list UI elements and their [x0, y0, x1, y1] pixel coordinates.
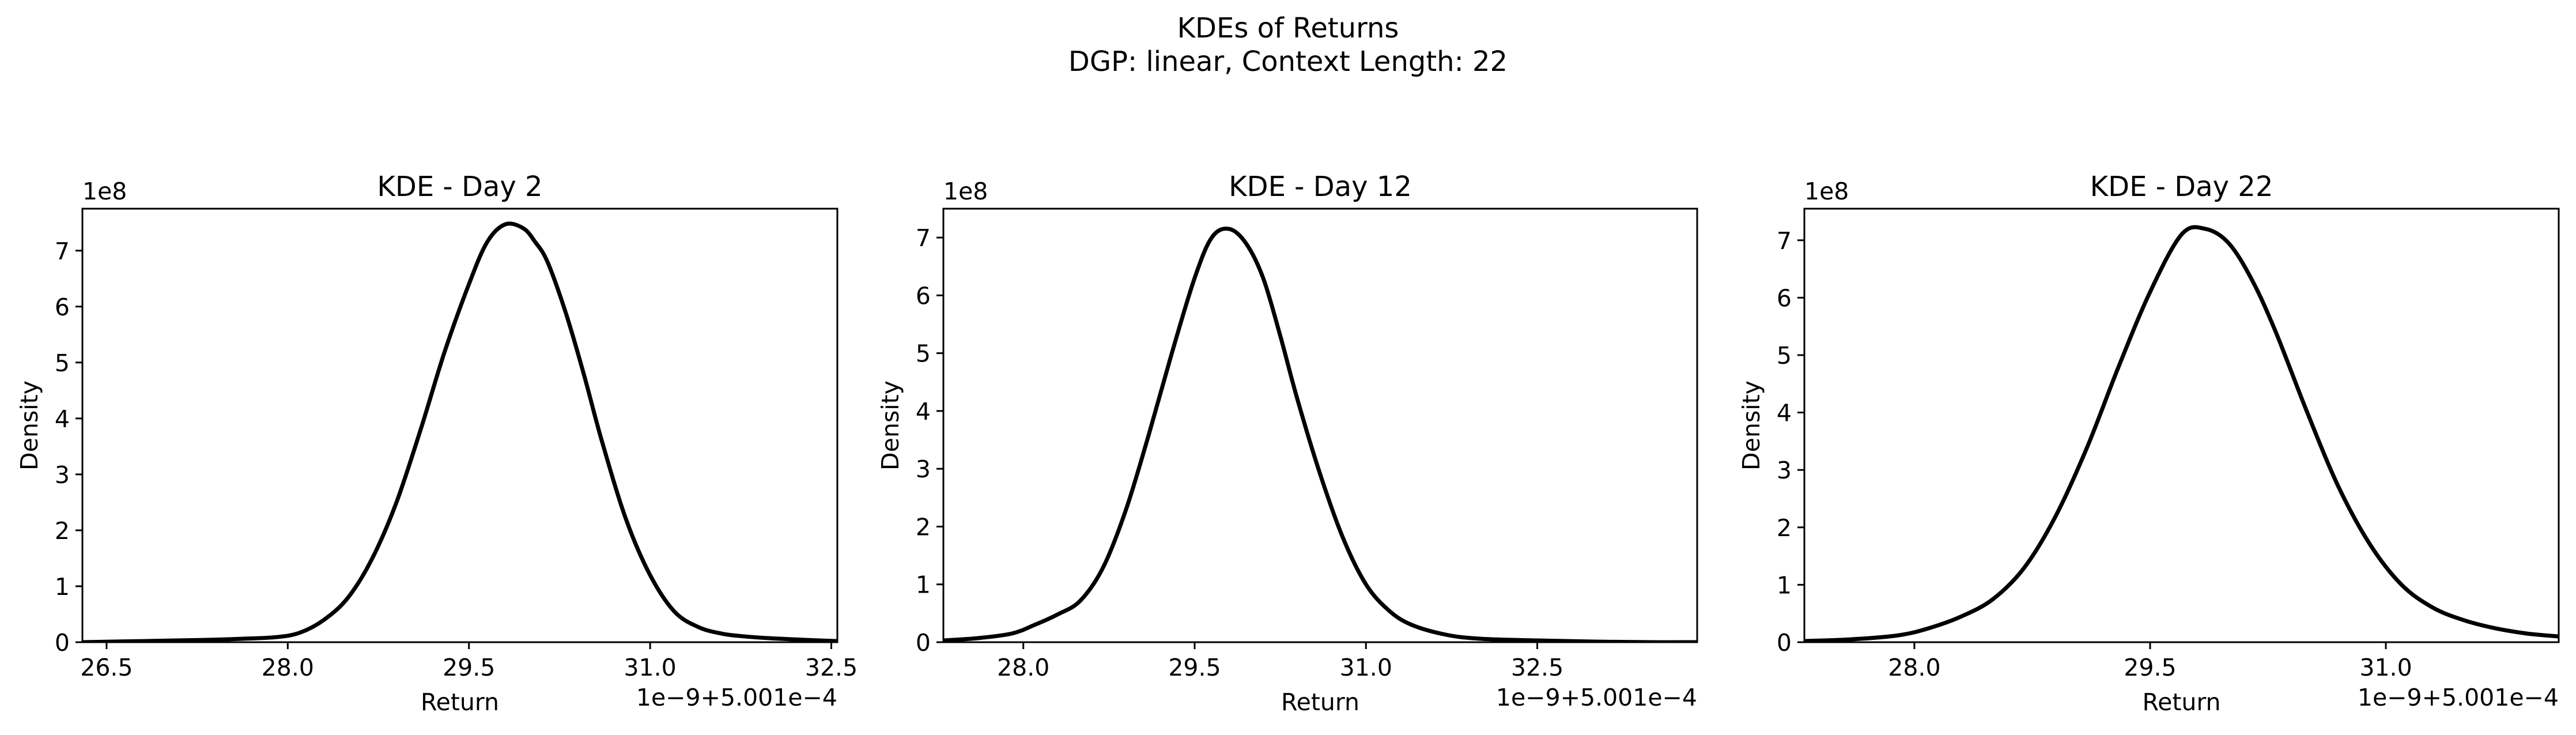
y-axis-label: Density — [877, 380, 904, 470]
y-tick-label: 3 — [1777, 457, 1792, 484]
y-tick-label: 7 — [1777, 227, 1792, 255]
panel-title: KDE - Day 12 — [1229, 171, 1412, 203]
x-tick-label: 31.0 — [1340, 654, 1392, 681]
y-tick-label: 6 — [916, 282, 931, 310]
y-scale-label: 1e8 — [82, 178, 127, 205]
y-tick-label: 0 — [55, 629, 70, 657]
y-tick-label: 0 — [916, 629, 931, 657]
y-tick-label: 4 — [916, 398, 931, 425]
y-tick-label: 6 — [55, 293, 70, 321]
kde-panel-3: KDE - Day 22 28.0 29.5 31.0 0 1 2 3 4 5 6 7 1e8 1e−9+… — [1738, 171, 2560, 716]
x-tick-label: 28.0 — [997, 654, 1049, 681]
y-tick-label: 4 — [55, 405, 70, 433]
x-axis-label: Return — [1281, 688, 1359, 716]
kde-panel-1: KDE - Day 2 26.5 28.0 29.5 31.0 32.5 0 1 2 3 4 5 6 7 1… — [16, 171, 858, 716]
y-tick-label: 1 — [55, 573, 70, 601]
figure-title: KDEs of Returns — [1177, 12, 1399, 44]
x-tick-label: 28.0 — [1888, 654, 1940, 681]
x-offset-label: 1e−9+5.001e−4 — [636, 684, 837, 711]
kde-curve — [1804, 225, 2559, 642]
y-axis-label: Density — [1738, 380, 1765, 470]
x-offset-label: 1e−9+5.001e−4 — [2358, 684, 2559, 711]
y-tick-label: 7 — [55, 238, 70, 265]
x-tick-label: 26.5 — [80, 654, 133, 681]
y-tick-label: 5 — [916, 340, 931, 368]
kde-curve — [943, 227, 1697, 642]
y-scale-label: 1e8 — [1804, 178, 1849, 205]
kde-curve — [82, 221, 837, 642]
y-tick-label: 1 — [916, 571, 931, 599]
y-tick-label: 2 — [1777, 514, 1792, 542]
y-tick-label: 1 — [1777, 571, 1792, 599]
y-axis-label: Density — [16, 380, 43, 470]
x-tick-label: 31.0 — [624, 654, 676, 681]
x-tick-label: 29.5 — [2124, 654, 2176, 681]
x-tick-label: 28.0 — [262, 654, 314, 681]
y-tick-label: 5 — [1777, 342, 1792, 370]
kde-panels: KDE - Day 226.5 28.0 29.5 31.0 32.5012345671… — [16, 171, 2560, 716]
y-tick-label: 3 — [55, 461, 70, 489]
x-tick-label: 29.5 — [443, 654, 495, 681]
axes-frame — [942, 208, 1698, 643]
panel-title: KDE - Day 22 — [2090, 171, 2273, 203]
y-scale-label: 1e8 — [943, 178, 988, 205]
y-tick-label: 0 — [1777, 629, 1792, 657]
x-tick-label: 32.5 — [805, 654, 858, 681]
x-axis-label: Return — [421, 688, 499, 716]
y-tick-label: 2 — [55, 517, 70, 545]
kde-panel-2: KDE - Day 12 28.0 29.5 31.0 32.5 0 1 2 3 4 5 6 7 1e8 1… — [877, 171, 1698, 716]
axes-frame — [1803, 208, 2560, 643]
y-tick-label: 4 — [1777, 399, 1792, 427]
y-tick-label: 3 — [916, 455, 931, 483]
y-tick-label: 5 — [55, 349, 70, 377]
x-axis-label: Return — [2142, 688, 2220, 716]
x-offset-label: 1e−9+5.001e−4 — [1496, 684, 1697, 711]
axes-frame — [81, 208, 838, 643]
y-tick-label: 7 — [916, 224, 931, 252]
figure-subtitle: DGP: linear, Context Length: 22 — [1068, 46, 1508, 78]
x-tick-label: 32.5 — [1511, 654, 1563, 681]
y-tick-label: 6 — [1777, 284, 1792, 312]
y-tick-label: 2 — [916, 513, 931, 541]
x-tick-label: 31.0 — [2359, 654, 2412, 681]
x-tick-label: 29.5 — [1168, 654, 1221, 681]
panel-title: KDE - Day 2 — [377, 171, 542, 203]
